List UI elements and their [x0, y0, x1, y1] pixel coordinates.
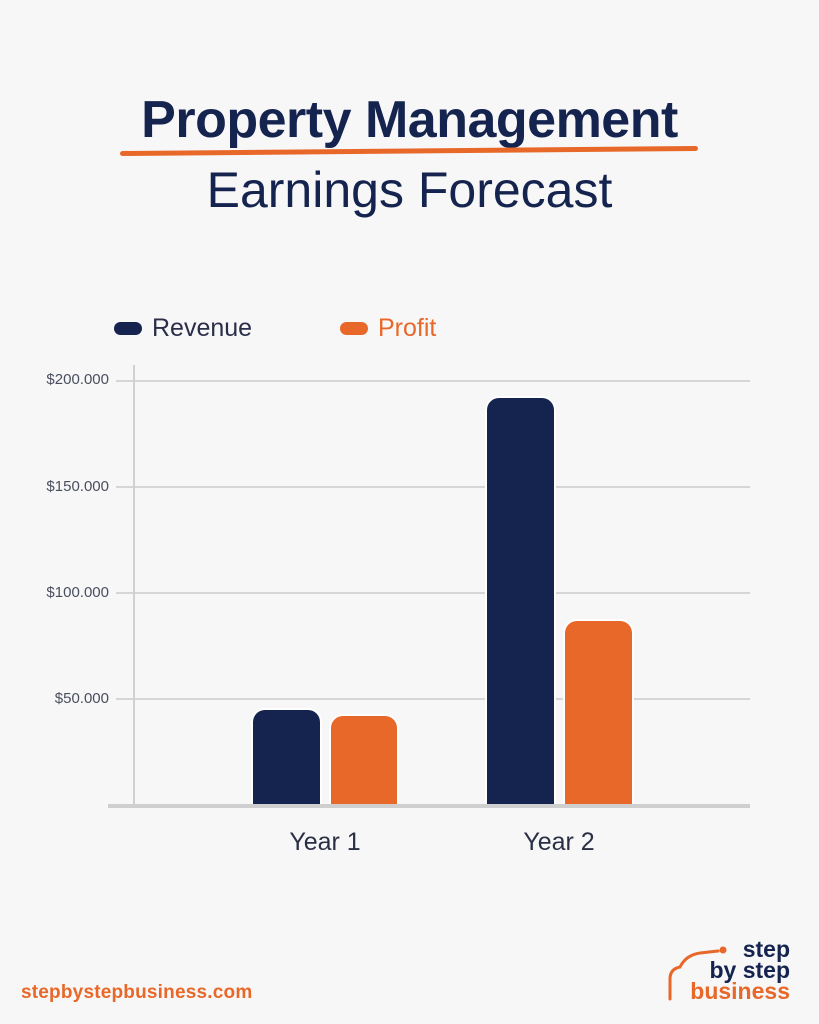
logo-business: business [690, 978, 790, 1004]
title-line-2: Earnings Forecast [206, 162, 613, 218]
y-tick-50000: $50.000 [54, 690, 109, 707]
bar-year1-profit [331, 716, 397, 805]
brand-logo: step by step business [664, 937, 794, 1003]
gridline-100000 [116, 592, 750, 594]
revenue-swatch-icon [114, 322, 142, 335]
legend-item-profit: Profit [340, 314, 436, 343]
bar-year2-profit [565, 621, 632, 805]
x-axis [108, 804, 750, 808]
x-label-year-1: Year 1 [289, 828, 361, 856]
gridline-200000 [116, 380, 750, 382]
y-tick-100000: $100.000 [46, 584, 109, 601]
gridline-150000 [116, 486, 750, 488]
bar-year1-revenue [253, 710, 320, 805]
y-tick-150000: $150.000 [46, 478, 109, 495]
legend-item-revenue: Revenue [114, 314, 252, 343]
footer-url: stepbystepbusiness.com [21, 982, 253, 1003]
bar-year2-revenue [487, 398, 554, 805]
legend-label-revenue: Revenue [152, 314, 253, 342]
x-label-year-2: Year 2 [523, 828, 595, 856]
y-axis [133, 365, 135, 805]
title-line-1: Property Management [141, 91, 678, 149]
legend-label-profit: Profit [378, 314, 437, 342]
gridline-50000 [116, 698, 750, 700]
logo-by-step: by step [709, 957, 790, 983]
logo-arc-icon [668, 946, 727, 1001]
logo-step: step [742, 936, 790, 962]
y-tick-200000: $200.000 [46, 371, 109, 388]
profit-swatch-icon [340, 322, 368, 335]
